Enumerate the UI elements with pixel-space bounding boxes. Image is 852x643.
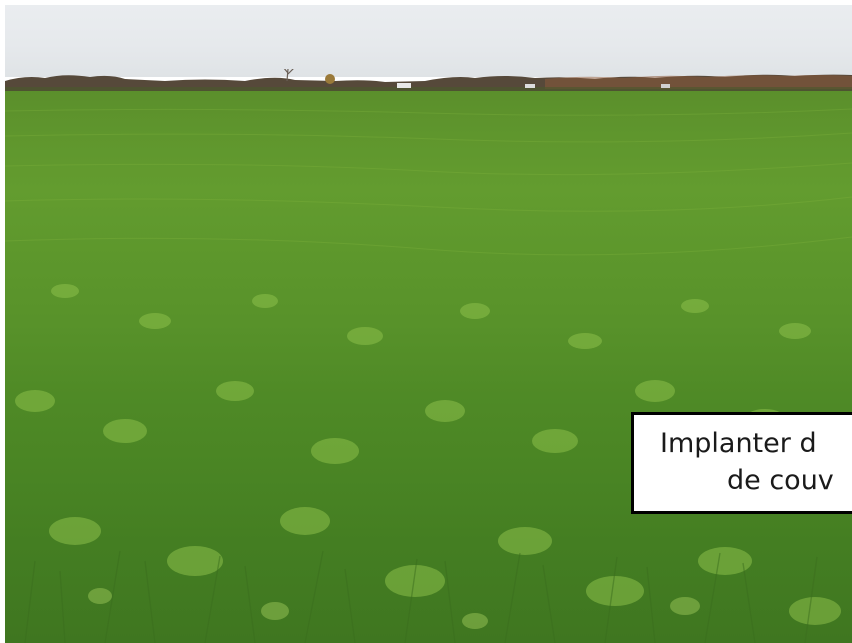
caption-box: Implanter d de couv — [631, 412, 852, 514]
vegetation-texture — [5, 108, 852, 643]
overcast-sky — [5, 5, 852, 77]
autumn-tree — [325, 74, 335, 84]
field-photo — [5, 5, 852, 643]
cover-crop-field — [5, 91, 852, 643]
farm-building — [525, 84, 535, 88]
farm-building — [661, 84, 670, 88]
bare-tree — [283, 69, 294, 82]
caption-line-1: Implanter d — [660, 428, 817, 459]
farm-building — [397, 83, 411, 88]
caption-line-2: de couv — [727, 465, 834, 496]
